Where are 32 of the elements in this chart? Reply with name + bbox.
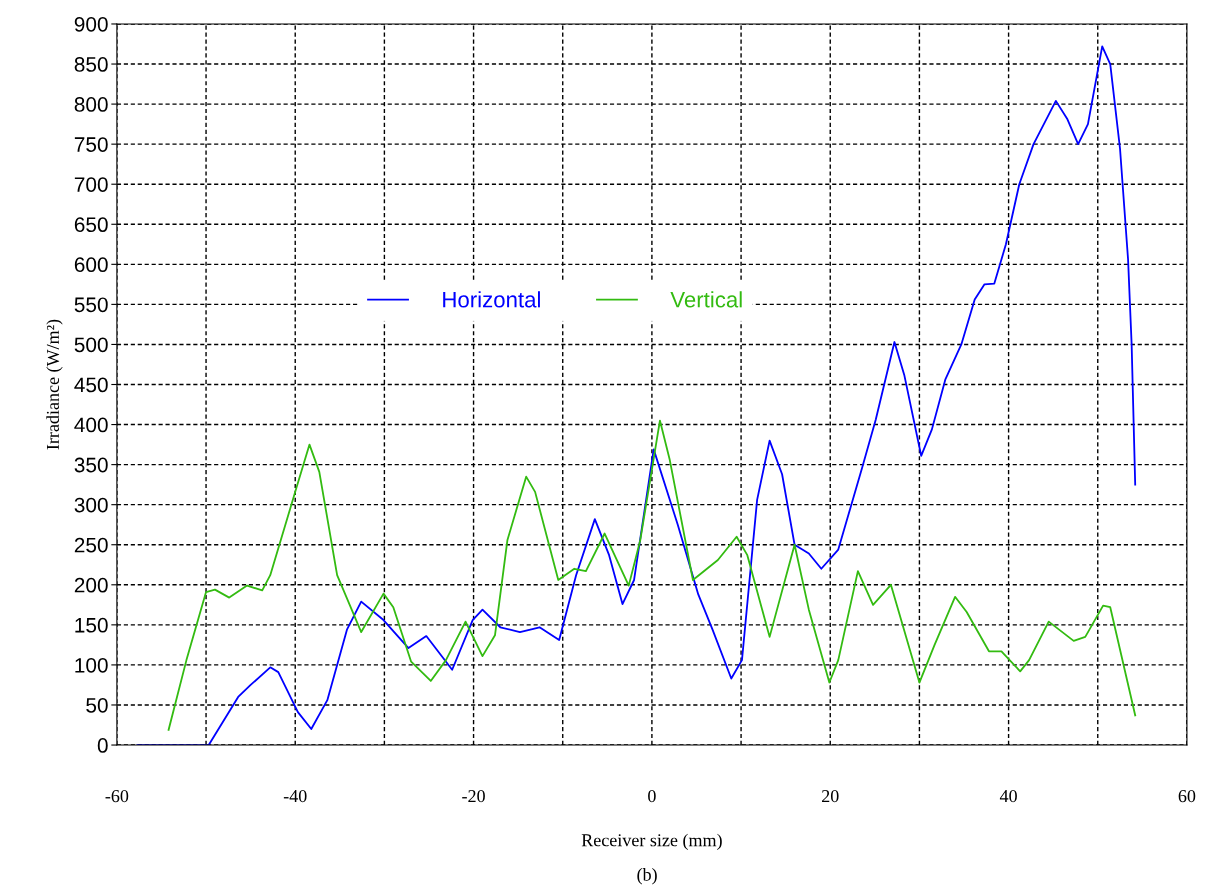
- x-tick-label: 0: [648, 790, 656, 803]
- y-tick-label: 850: [74, 57, 108, 72]
- y-tick-label: 600: [74, 257, 108, 273]
- y-axis-title: Irradiance (W/m²): [46, 319, 63, 450]
- y-tick-label: 400: [74, 417, 108, 433]
- legend-label: Vertical: [670, 291, 742, 308]
- x-tick-label: -20: [462, 790, 485, 803]
- x-axis-title: Receiver size (mm): [581, 833, 722, 850]
- line-series: [167, 419, 1137, 731]
- y-tick-label: 250: [74, 537, 108, 553]
- y-tick-label: 0: [97, 738, 108, 753]
- y-tick-label: 200: [74, 577, 108, 593]
- x-tick-label: -60: [105, 790, 129, 803]
- y-tick-label: 450: [74, 377, 108, 393]
- y-tick-label: 150: [75, 617, 108, 633]
- x-tick-label: -40: [283, 790, 307, 803]
- y-tick-label: 900: [74, 16, 108, 32]
- y-tick-label: 700: [74, 177, 108, 192]
- x-tick-label: 60: [1178, 790, 1196, 803]
- y-tick-label: 800: [74, 97, 108, 112]
- y-tick-label: 50: [86, 697, 108, 713]
- y-tick-label: 750: [74, 137, 108, 152]
- x-tick-label: 20: [822, 790, 839, 803]
- y-tick-label: 350: [74, 457, 108, 473]
- text: (b): [637, 868, 657, 885]
- y-tick-label: 100: [75, 657, 108, 673]
- y-tick-label: 500: [74, 337, 108, 353]
- y-tick-label: 550: [74, 297, 108, 313]
- legend-label: Horizontal: [443, 291, 540, 308]
- y-tick-label: 650: [74, 217, 108, 233]
- x-tick-label: 40: [999, 790, 1017, 803]
- y-tick-label: 300: [74, 497, 108, 513]
